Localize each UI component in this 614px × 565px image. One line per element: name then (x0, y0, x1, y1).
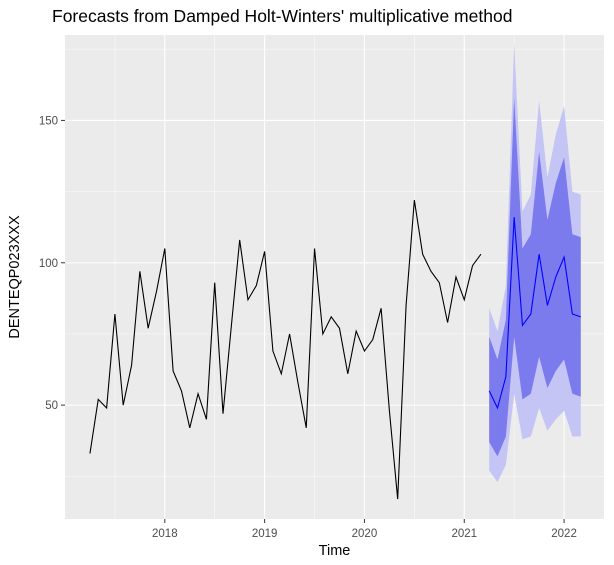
y-tick-label: 50 (45, 400, 58, 412)
axes: 2018 2019 2020 2021 2022 50 100 150 (39, 115, 577, 540)
y-tick-label: 100 (39, 258, 58, 270)
x-tick-label: 2021 (451, 528, 477, 540)
band-80 (489, 97, 581, 457)
x-axis-title: Time (319, 543, 351, 559)
x-tick-label: 2018 (152, 528, 178, 540)
y-axis-title: DENTEQP023XXX (7, 215, 23, 339)
chart-title: Forecasts from Damped Holt-Winters' mult… (52, 6, 513, 26)
x-tick-label: 2020 (352, 528, 378, 540)
y-tick-label: 150 (39, 115, 58, 127)
series-lines (89, 200, 581, 500)
series-line-forecast (488, 217, 581, 410)
x-tick-label: 2022 (551, 528, 577, 540)
prediction-intervals (489, 43, 581, 482)
x-tick-label: 2019 (252, 528, 278, 540)
series-line-actual (89, 200, 482, 500)
